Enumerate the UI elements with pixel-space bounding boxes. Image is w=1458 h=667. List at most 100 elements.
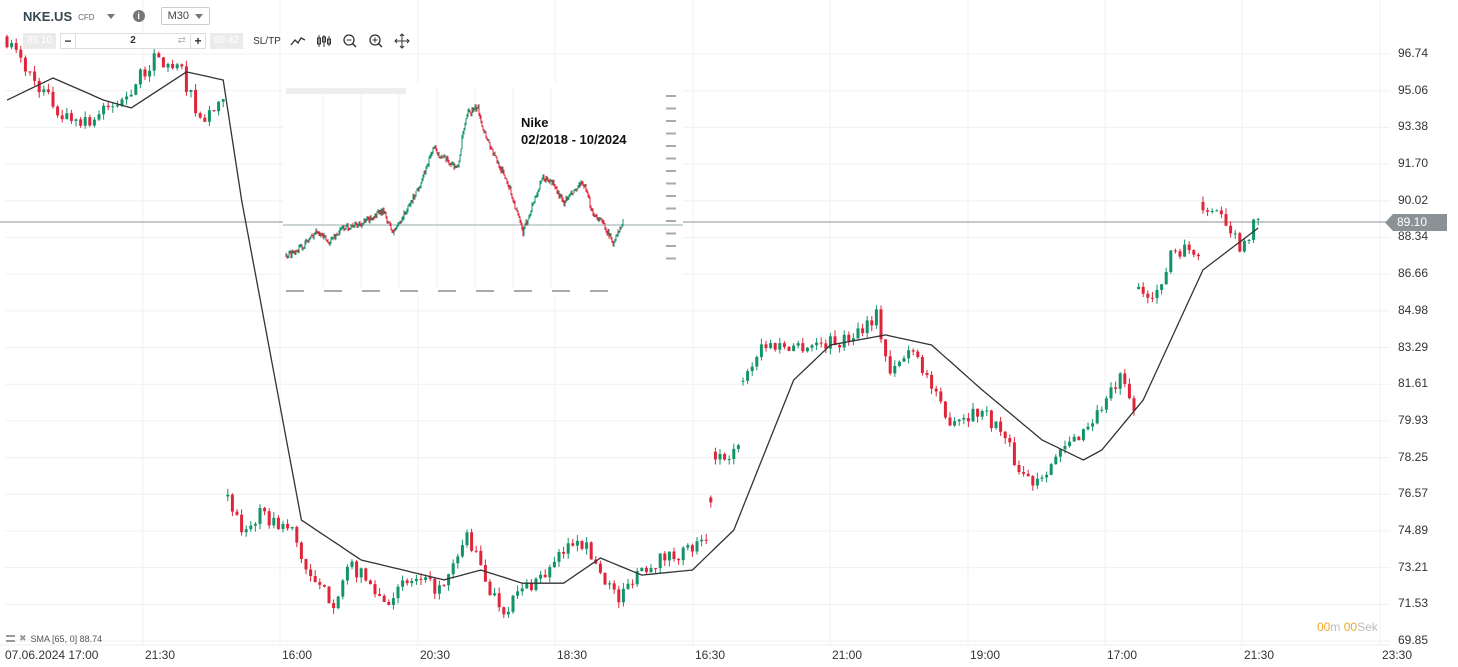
inset-candle-body	[324, 235, 326, 237]
trade-bar: 89.10 − 2 ⇄ + 89.42 SL/TP	[23, 33, 411, 49]
inset-candle-body	[377, 211, 379, 213]
swap-icon[interactable]: ⇄	[177, 35, 187, 46]
inset-candle-body	[551, 180, 553, 184]
candle-body	[1095, 410, 1099, 424]
candle-body	[327, 586, 331, 604]
inset-candle-body	[544, 179, 546, 181]
instrument-header: NKE.US CFD i M30	[23, 7, 210, 25]
inset-candle-body	[364, 219, 366, 222]
inset-candle-body	[511, 195, 513, 198]
candle-body	[1054, 456, 1058, 465]
candle-body	[313, 576, 317, 583]
inset-candle-body	[293, 251, 295, 253]
inset-candle-body	[481, 122, 483, 126]
decrease-button[interactable]: −	[64, 34, 72, 48]
inset-candle-body	[530, 210, 532, 215]
candle-body	[723, 453, 727, 460]
inset-candle-body	[337, 234, 339, 236]
candle-body	[42, 89, 46, 93]
candle-body	[525, 582, 529, 589]
candle-body	[736, 445, 740, 449]
candlestick-icon[interactable]	[315, 33, 333, 49]
inset-candle-body	[374, 213, 376, 219]
inset-candle-body	[547, 179, 549, 182]
inset-candle-body	[581, 182, 583, 184]
inset-candle-body	[488, 140, 490, 143]
inset-candle-body	[531, 204, 533, 211]
inset-candle-body	[577, 187, 579, 189]
candle-body	[401, 580, 405, 587]
inset-axis-tick	[666, 120, 676, 122]
increase-button[interactable]: +	[194, 34, 202, 48]
candle-body	[184, 66, 188, 92]
move-icon[interactable]	[393, 33, 411, 49]
remove-indicator-icon[interactable]: ✖	[19, 633, 27, 643]
candle-body	[1233, 233, 1237, 235]
candle-body	[437, 585, 441, 594]
inset-candle-body	[496, 156, 498, 163]
inset-candle-body	[516, 209, 518, 212]
quantity-stepper[interactable]: − 2 ⇄ +	[60, 33, 207, 49]
inset-candle-body	[449, 163, 451, 165]
zoom-in-icon[interactable]	[367, 33, 385, 49]
info-icon[interactable]: i	[132, 10, 145, 22]
candle-body	[1196, 254, 1200, 257]
price-tick: 79.93	[1398, 412, 1429, 427]
inset-candle-body	[302, 248, 304, 250]
candle-body	[589, 542, 593, 560]
candle-body	[345, 566, 349, 581]
inset-candle-body	[296, 250, 298, 252]
inset-candle-body	[591, 209, 593, 211]
candle-body	[433, 578, 437, 594]
inset-candle-body	[332, 238, 334, 240]
inset-candle-body	[611, 238, 613, 241]
line-chart-icon[interactable]	[289, 33, 307, 49]
timeframe-select[interactable]: M30	[160, 7, 210, 25]
candle-body	[125, 96, 129, 100]
candle-body	[580, 540, 584, 549]
inset-time-tick	[362, 290, 380, 292]
sell-price-button[interactable]: 89.10	[23, 33, 57, 49]
inset-candle-body	[439, 156, 441, 158]
quantity-input[interactable]: 2 ⇄	[75, 34, 192, 48]
candle-body	[488, 581, 492, 596]
candle-body	[189, 89, 193, 92]
time-tick: 21:00	[832, 648, 863, 662]
candle-body	[350, 561, 354, 567]
inset-candle-body	[534, 197, 536, 202]
buy-price-button[interactable]: 89.42	[210, 33, 244, 49]
zoom-out-icon[interactable]	[341, 33, 359, 49]
candle-body	[46, 89, 50, 92]
inset-candle-body	[378, 211, 380, 213]
inset-candle-body	[345, 225, 347, 230]
candle-body	[1164, 271, 1168, 285]
inset-axis-tick	[666, 245, 676, 247]
inset-candle-body	[422, 175, 424, 180]
inset-candle-body	[299, 246, 301, 248]
inset-candle-body	[524, 224, 526, 228]
inset-candle-body	[535, 196, 537, 198]
candle-body	[805, 347, 809, 352]
candle-body	[1091, 423, 1095, 427]
inset-candle-body	[430, 154, 432, 157]
inset-candle-body	[594, 214, 596, 217]
inset-candle-body	[483, 130, 485, 133]
inset-candle-body	[447, 157, 449, 162]
sl-tp-button[interactable]: SL/TP	[253, 35, 281, 47]
candle-body	[1178, 251, 1182, 257]
candle-body	[203, 117, 207, 122]
symbol-dropdown-icon[interactable]	[106, 13, 115, 19]
inset-candle-body	[610, 234, 612, 239]
inset-candle-body	[473, 108, 475, 112]
price-tick: 88.34	[1398, 229, 1429, 244]
candle-body	[801, 343, 805, 352]
symbol-name[interactable]: NKE.US	[23, 8, 73, 24]
inset-candle-body	[285, 254, 287, 256]
candle-body	[727, 459, 731, 461]
inset-candle-body	[595, 214, 597, 216]
indicator-settings-icon[interactable]	[6, 635, 15, 642]
inset-candle-body	[565, 197, 567, 203]
candle-body	[198, 113, 202, 118]
candle-body	[557, 552, 561, 562]
